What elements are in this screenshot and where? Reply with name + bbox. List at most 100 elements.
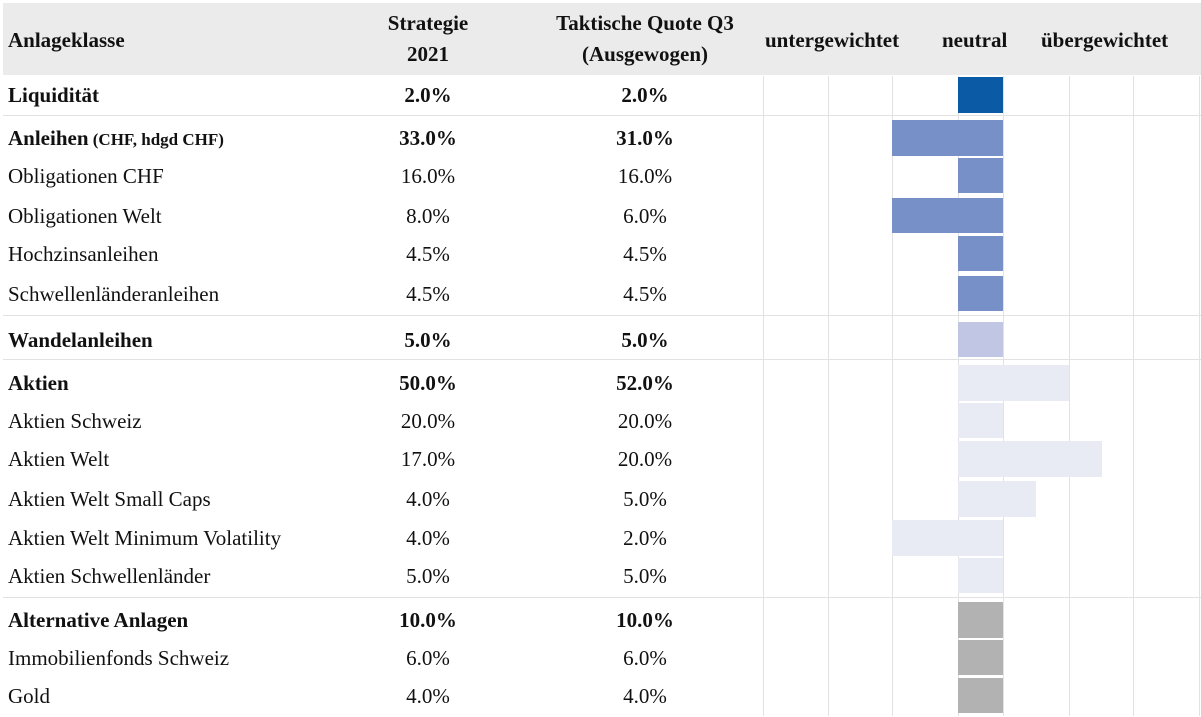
deviation-bar-hochzinsanleihen: [958, 236, 1003, 271]
header-strategie-line1: Strategie: [387, 11, 469, 35]
strategy-value: 6.0%: [406, 645, 450, 670]
deviation-bar-obligationen-welt: [892, 198, 1003, 233]
grid-line-vertical: [892, 76, 893, 716]
tactical-value: 16.0%: [617, 163, 673, 188]
tactical-value: 20.0%: [617, 447, 673, 471]
deviation-bar-aktien-welt-small-caps: [958, 481, 1036, 517]
deviation-bar-anleihen: [892, 120, 1003, 156]
header-taktische-line1: Taktische Quote Q3: [556, 11, 734, 35]
tactical-value: 2.0%: [621, 83, 669, 107]
tactical-value: 20.0%: [617, 408, 673, 433]
row-label-aktien-schwellenländer: Aktien Schwellenländer: [8, 564, 210, 588]
row-label-aktien: Aktien: [8, 371, 69, 395]
row-label-text: Liquidität: [8, 83, 100, 107]
row-label-alternative-anlagen: Alternative Anlagen: [8, 608, 188, 632]
header-uebergewichtet: übergewichtet: [1041, 28, 1169, 52]
header-neutral: neutral: [942, 28, 1008, 52]
row-label-schwellenländeranleihen: Schwellenländeranleihen: [8, 282, 219, 306]
group-separator: [3, 359, 1201, 360]
strategy-value: 2.0%: [404, 83, 452, 107]
header-untergewichtet: untergewichtet: [765, 28, 900, 52]
strategy-value: 16.0%: [400, 163, 456, 188]
tactical-value: 6.0%: [623, 203, 667, 228]
row-label-text: Aktien Welt Minimum Volatility: [8, 526, 282, 550]
strategy-value: 20.0%: [400, 408, 456, 433]
row-label-text: Hochzinsanleihen: [8, 241, 159, 266]
header-taktische-quote: Taktische Quote Q3 (Ausgewogen): [520, 8, 770, 70]
row-label-text: Alternative Anlagen: [8, 608, 189, 632]
row-label-obligationen-welt: Obligationen Welt: [8, 204, 162, 228]
deviation-bar-aktien-schwellenländer: [958, 558, 1003, 593]
header-background: [3, 3, 1201, 75]
deviation-bar-aktien-welt: [958, 441, 1102, 477]
row-label-obligationen-chf: Obligationen CHF: [8, 164, 164, 188]
grid-line-vertical: [1199, 76, 1200, 716]
deviation-bar-obligationen-chf: [958, 158, 1003, 193]
row-label-liquidität: Liquidität: [8, 83, 99, 107]
row-label-wandelanleihen: Wandelanleihen: [8, 328, 153, 352]
strategy-value: 5.0%: [404, 327, 452, 352]
tactical-value: 10.0%: [616, 608, 674, 632]
row-label-text: Schwellenländeranleihen: [8, 281, 220, 306]
row-label-gold: Gold: [8, 684, 50, 708]
deviation-bar-gold: [958, 678, 1003, 713]
strategy-value: 4.5%: [406, 281, 450, 306]
row-label-aktien-schweiz: Aktien Schweiz: [8, 409, 142, 433]
row-label-text: Obligationen Welt: [8, 203, 162, 228]
row-label-text: Wandelanleihen: [8, 327, 153, 352]
deviation-bar-wandelanleihen: [958, 322, 1003, 357]
deviation-bar-aktien-welt-minimum-volatility: [892, 520, 1003, 556]
row-label-text: Aktien: [8, 371, 69, 395]
tactical-value: 4.0%: [623, 683, 667, 708]
strategy-value: 4.5%: [406, 241, 450, 266]
strategy-value: 4.0%: [406, 487, 450, 511]
header-strategie-line2: 2021: [407, 42, 449, 66]
strategy-value: 5.0%: [406, 563, 450, 588]
row-label-text: Immobilienfonds Schweiz: [8, 645, 230, 670]
row-label-immobilienfonds-schweiz: Immobilienfonds Schweiz: [8, 646, 229, 670]
group-separator: [3, 115, 1201, 116]
group-separator: [3, 315, 1201, 316]
row-label-text: Gold: [8, 683, 50, 708]
strategy-value: 4.0%: [406, 683, 450, 708]
row-label-hochzinsanleihen: Hochzinsanleihen: [8, 242, 158, 266]
strategy-value: 10.0%: [399, 608, 457, 632]
grid-line-vertical: [1133, 76, 1134, 716]
tactical-value: 5.0%: [623, 487, 667, 511]
strategy-value: 33.0%: [399, 126, 457, 150]
header-taktische-line2: (Ausgewogen): [582, 42, 708, 66]
grid-line-vertical: [828, 76, 829, 716]
row-label-aktien-welt-small-caps: Aktien Welt Small Caps: [8, 487, 211, 511]
deviation-bar-alternative-anlagen: [958, 602, 1003, 638]
strategy-value: 17.0%: [400, 447, 456, 471]
row-label-text: Aktien Welt: [8, 447, 110, 471]
group-separator: [3, 597, 1201, 598]
tactical-value: 2.0%: [623, 526, 667, 550]
grid-line-vertical: [1069, 76, 1070, 716]
row-label-text: Aktien Schweiz: [8, 408, 142, 433]
tactical-value: 52.0%: [616, 371, 674, 395]
deviation-bar-schwellenländeranleihen: [958, 276, 1003, 311]
header-anlageklasse: Anlageklasse: [8, 28, 125, 52]
header-strategie: Strategie 2021: [358, 8, 498, 70]
strategy-value: 50.0%: [399, 371, 457, 395]
row-label-text: Obligationen CHF: [8, 163, 164, 188]
row-label-anleihen: Anleihen (CHF, hdgd CHF): [8, 126, 224, 152]
strategy-value: 4.0%: [406, 526, 450, 550]
deviation-bar-aktien: [958, 365, 1069, 401]
row-label-text: Anleihen: [8, 126, 89, 150]
tactical-value: 4.5%: [623, 241, 667, 266]
tactical-value: 31.0%: [616, 126, 674, 150]
tactical-value: 6.0%: [623, 645, 667, 670]
row-label-aktien-welt: Aktien Welt: [8, 447, 109, 471]
deviation-bar-liquidität: [958, 77, 1003, 113]
deviation-bar-immobilienfonds-schweiz: [958, 640, 1003, 675]
tactical-value: 4.5%: [623, 281, 667, 306]
row-label-text: Aktien Welt Small Caps: [8, 487, 211, 511]
deviation-bar-aktien-schweiz: [958, 403, 1003, 438]
row-label-note: (CHF, hdgd CHF): [88, 130, 224, 149]
row-label-text: Aktien Schwellenländer: [8, 563, 211, 588]
tactical-value: 5.0%: [621, 327, 669, 352]
tactical-value: 5.0%: [623, 563, 667, 588]
